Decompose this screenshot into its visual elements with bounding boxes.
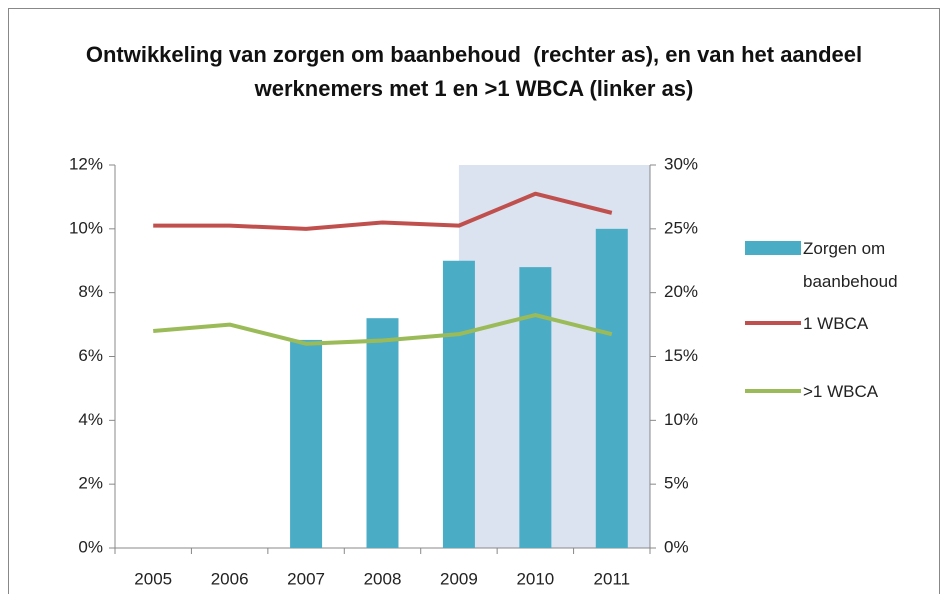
x-tick-label: 2010 [516,569,554,588]
bar [519,267,552,548]
y-tick-label: 2% [78,474,103,493]
y2-tick-label: 10% [664,410,698,429]
y2-tick-label: 25% [664,218,698,237]
x-tick-label: 2007 [287,569,325,588]
legend-label: 1 WBCA [803,314,869,333]
legend-swatch [745,241,801,255]
line-series [153,313,613,346]
y-tick-label: 4% [78,410,103,429]
x-tick-label: 2006 [211,569,249,588]
x-tick-label: 2011 [594,569,631,588]
y2-tick-label: 30% [664,154,698,173]
y-tick-label: 6% [78,346,103,365]
x-tick-label: 2009 [440,569,478,588]
chart-title: Ontwikkeling van zorgen om baanbehoud (r… [85,42,869,101]
y2-tick-label: 0% [664,537,689,556]
y-tick-label: 10% [69,218,103,237]
bar [442,260,475,548]
x-tick-label: 2005 [134,569,172,588]
x-tick-label: 2008 [364,569,402,588]
legend-label: >1 WBCA [803,382,879,401]
bar [366,318,399,548]
y2-tick-label: 20% [664,282,698,301]
legend-label: Zorgen om baanbehoud [803,239,898,291]
y-tick-label: 12% [69,154,103,173]
bar [595,228,628,549]
bar [290,339,323,548]
line-series [153,191,613,231]
y-tick-label: 8% [78,282,103,301]
y2-tick-label: 15% [664,346,698,365]
y-tick-label: 0% [78,537,103,556]
y2-tick-label: 5% [664,474,689,493]
